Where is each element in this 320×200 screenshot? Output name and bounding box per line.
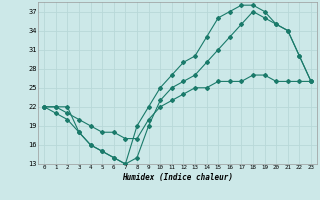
X-axis label: Humidex (Indice chaleur): Humidex (Indice chaleur) xyxy=(122,173,233,182)
